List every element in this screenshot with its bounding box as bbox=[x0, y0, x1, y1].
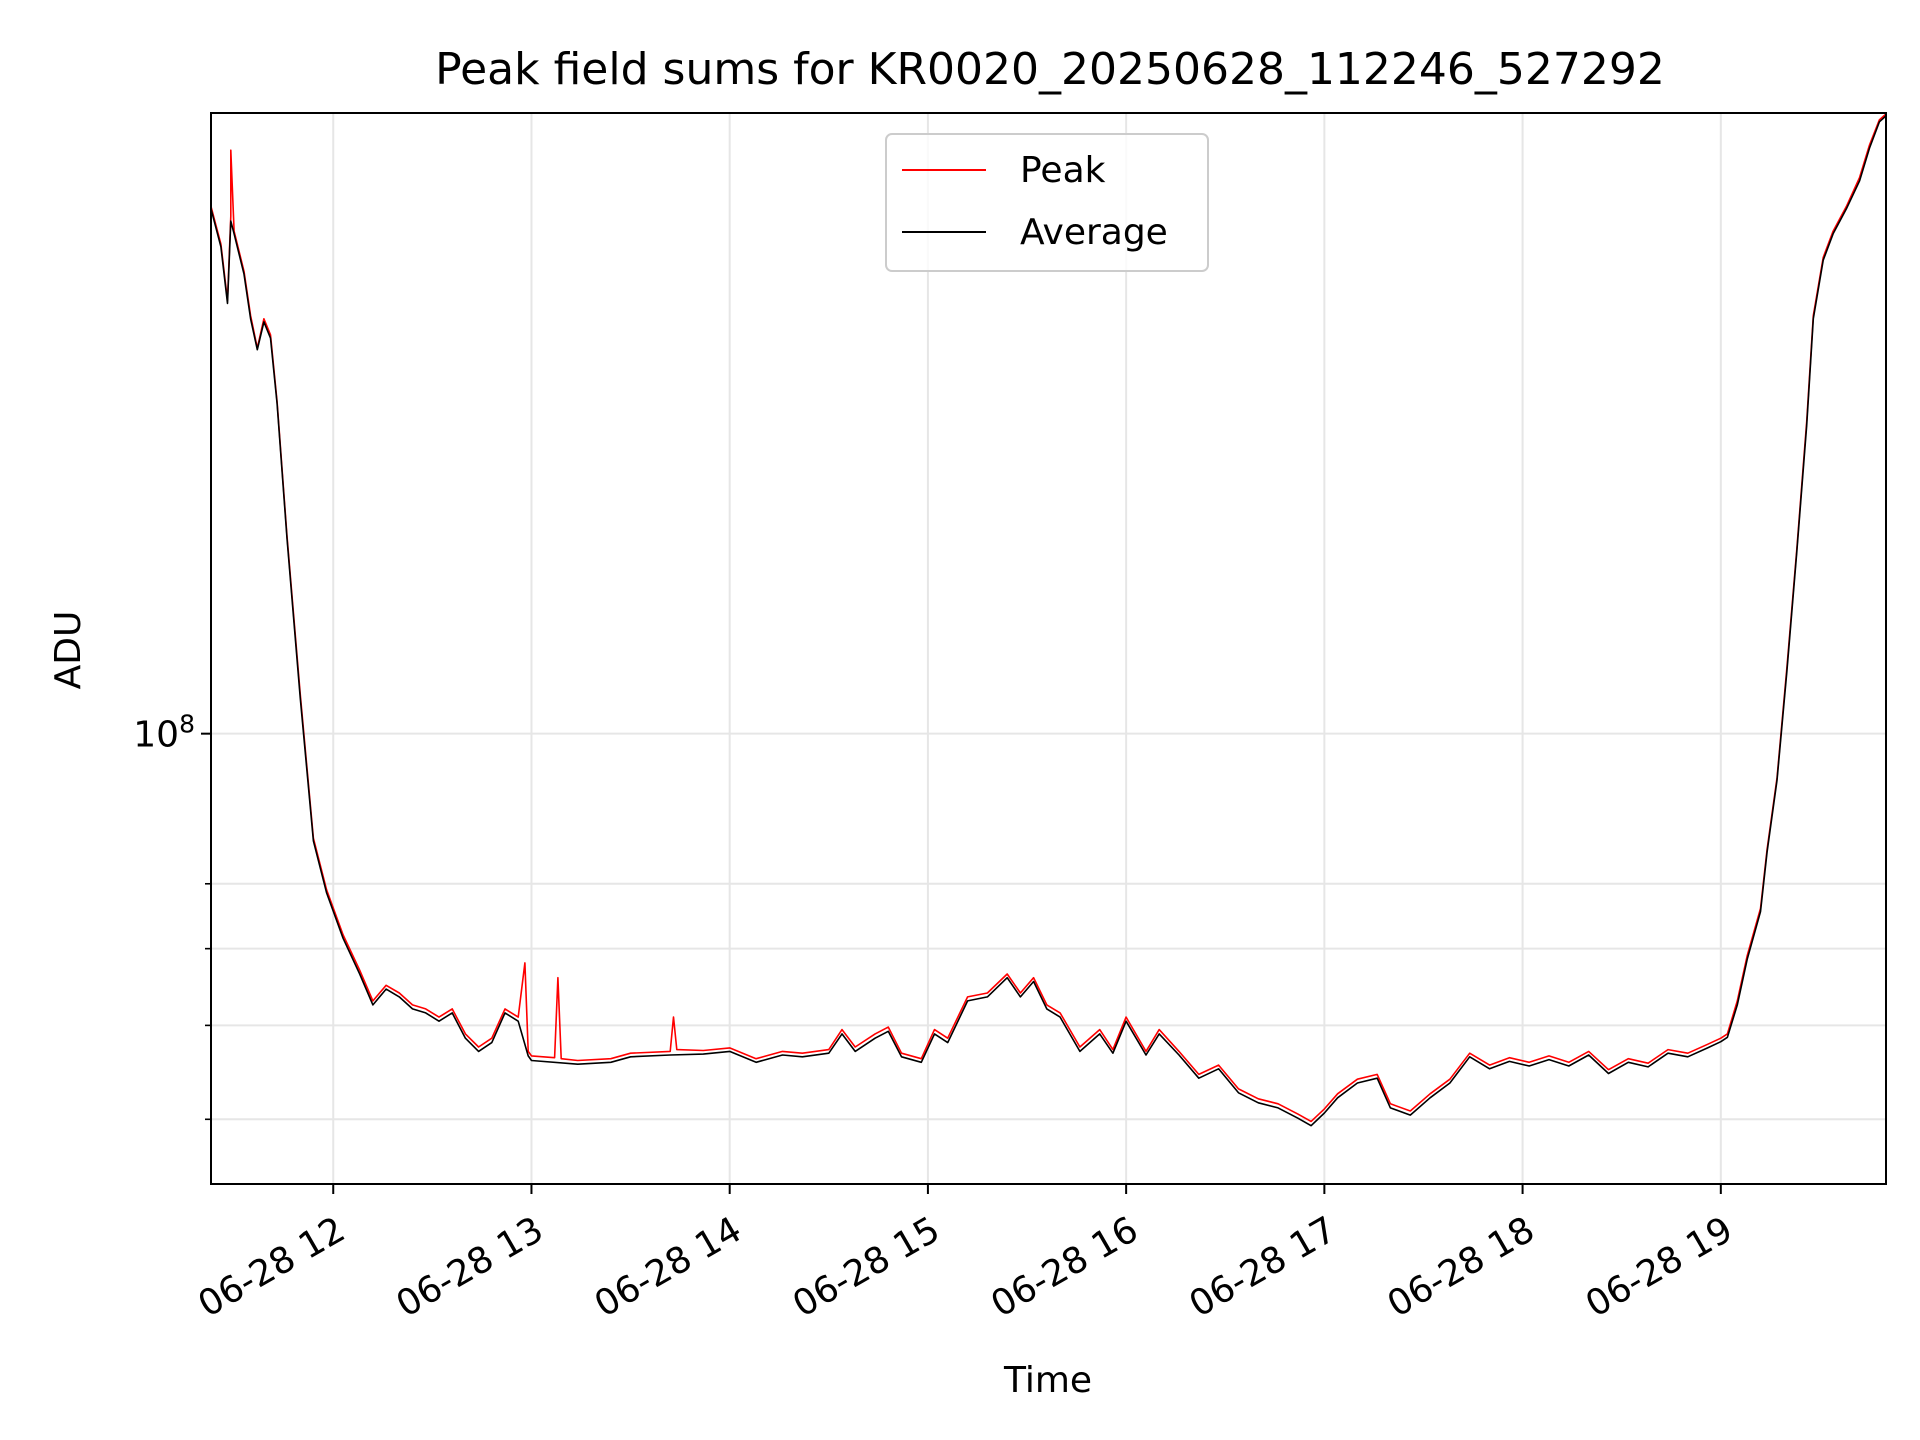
chart-title: Peak field sums for KR0020_20250628_1122… bbox=[435, 44, 1665, 95]
legend-average-label: Average bbox=[1020, 212, 1168, 253]
legend: Peak Average bbox=[885, 133, 1209, 272]
y-axis-label: ADU bbox=[48, 611, 89, 690]
legend-peak-label: Peak bbox=[1020, 150, 1106, 191]
y-axis: 108 bbox=[133, 710, 211, 1121]
series-line-peak bbox=[211, 113, 1886, 1123]
grid bbox=[211, 113, 1886, 1184]
legend-box bbox=[885, 133, 1209, 272]
y-tick-label: 108 bbox=[133, 710, 195, 756]
x-axis-label: Time bbox=[1003, 1360, 1092, 1401]
plot-frame bbox=[210, 112, 1887, 1185]
series-line-average bbox=[211, 115, 1886, 1127]
series-layer bbox=[211, 113, 1886, 1127]
